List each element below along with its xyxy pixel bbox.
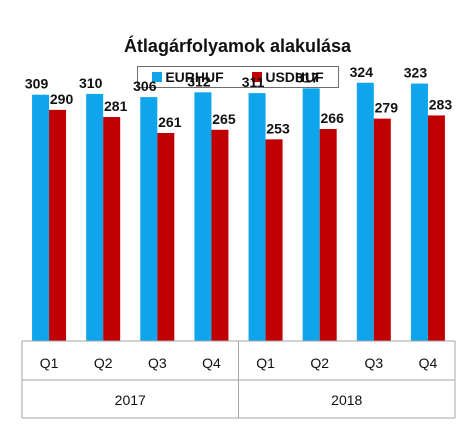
data-label-usdhuf-5: 253 <box>266 120 290 136</box>
category-label-4: Q4 <box>202 355 221 371</box>
bar-usdhuf-6 <box>319 128 337 341</box>
category-label-8: Q4 <box>419 355 438 371</box>
category-label-5: Q1 <box>256 355 275 371</box>
data-label-eurhuf-1: 309 <box>25 76 49 92</box>
bar-eurhuf-5 <box>248 93 266 341</box>
bar-eurhuf-2 <box>86 93 104 341</box>
legend: EURHUF USDHUF <box>137 66 339 88</box>
data-label-usdhuf-8: 283 <box>429 96 453 112</box>
data-label-eurhuf-3: 306 <box>133 78 157 94</box>
data-label-usdhuf-2: 281 <box>104 98 128 114</box>
legend-label-eurhuf: EURHUF <box>165 69 224 85</box>
bar-usdhuf-2 <box>103 117 121 341</box>
data-label-eurhuf-2: 310 <box>79 75 103 91</box>
data-label-eurhuf-8: 323 <box>404 65 428 81</box>
bar-usdhuf-3 <box>157 132 175 341</box>
data-label-eurhuf-6: 317 <box>296 69 320 85</box>
legend-item-eurhuf: EURHUF <box>152 69 224 85</box>
bar-usdhuf-7 <box>373 118 391 341</box>
bar-eurhuf-1 <box>32 94 50 341</box>
group-label-2017: 2017 <box>115 392 146 408</box>
bar-eurhuf-3 <box>140 97 158 341</box>
category-label-3: Q3 <box>148 355 167 371</box>
bar-usdhuf-8 <box>427 115 445 342</box>
category-label-7: Q3 <box>364 355 383 371</box>
bar-eurhuf-6 <box>302 88 320 341</box>
category-label-2: Q2 <box>94 355 113 371</box>
legend-swatch-usdhuf <box>252 72 263 82</box>
category-label-1: Q1 <box>40 355 59 371</box>
bar-usdhuf-4 <box>211 129 229 341</box>
chart-title: Átlagárfolyamok alakulása <box>123 36 352 56</box>
data-label-eurhuf-7: 324 <box>350 64 374 80</box>
legend-item-usdhuf: USDHUF <box>252 69 324 85</box>
bar-eurhuf-8 <box>410 83 428 342</box>
bar-eurhuf-4 <box>194 92 212 341</box>
data-label-usdhuf-6: 266 <box>321 110 345 126</box>
data-label-usdhuf-4: 265 <box>212 111 236 127</box>
data-label-usdhuf-1: 290 <box>50 91 74 107</box>
data-label-eurhuf-4: 312 <box>187 73 211 89</box>
data-label-usdhuf-3: 261 <box>158 114 182 130</box>
data-label-usdhuf-7: 279 <box>375 100 399 116</box>
bar-usdhuf-1 <box>49 109 67 342</box>
legend-label-usdhuf: USDHUF <box>265 69 324 85</box>
group-label-2018: 2018 <box>331 392 362 408</box>
bar-usdhuf-5 <box>265 139 283 341</box>
data-label-eurhuf-5: 311 <box>242 74 265 90</box>
legend-swatch-eurhuf <box>152 72 163 82</box>
category-label-6: Q2 <box>310 355 329 371</box>
bar-eurhuf-7 <box>356 82 374 342</box>
